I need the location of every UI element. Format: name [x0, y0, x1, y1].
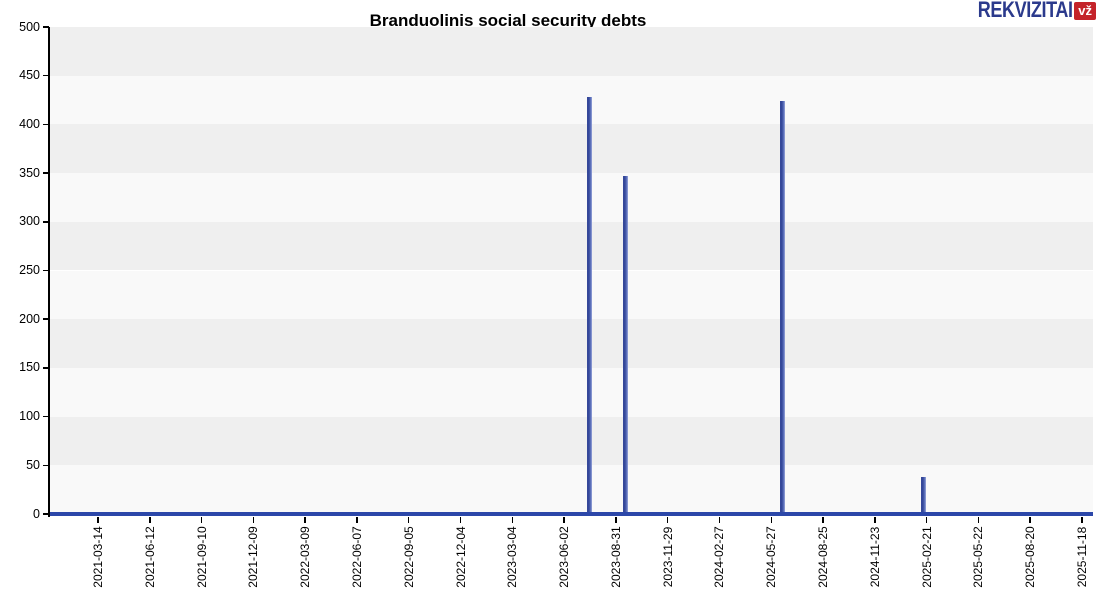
- grid-band: [50, 416, 1093, 466]
- y-tick-mark: [43, 26, 49, 28]
- vz-logo-badge: vž: [1074, 2, 1096, 20]
- debt-spike: [623, 176, 629, 514]
- x-tick-label: 2021-06-12: [142, 526, 157, 588]
- y-tick-mark: [43, 367, 49, 369]
- x-tick-label: 2022-06-07: [349, 526, 364, 588]
- debt-spike: [921, 476, 927, 514]
- x-tick-label: 2021-12-09: [246, 526, 261, 588]
- y-tick-label: 100: [19, 409, 40, 424]
- y-tick-label: 450: [19, 68, 40, 83]
- y-tick-label: 50: [26, 457, 40, 472]
- x-tick-mark: [97, 517, 99, 523]
- y-tick-label: 0: [33, 506, 40, 521]
- y-tick-mark: [43, 172, 49, 174]
- y-tick-mark: [43, 318, 49, 320]
- y-tick-label: 500: [19, 19, 40, 34]
- y-tick-label: 300: [19, 214, 40, 229]
- x-tick-mark: [252, 517, 255, 523]
- y-tick-label: 150: [19, 360, 40, 375]
- x-tick-mark: [407, 517, 410, 523]
- x-tick-mark: [1081, 517, 1083, 523]
- x-tick-label: 2022-03-09: [298, 526, 313, 588]
- x-tick-mark: [925, 517, 928, 523]
- x-tick-mark: [200, 517, 203, 523]
- x-tick-mark: [511, 517, 514, 523]
- x-tick-label: 2023-03-04: [505, 526, 520, 588]
- grid-band: [50, 221, 1093, 271]
- x-tick-mark: [666, 517, 669, 523]
- grid-band: [50, 75, 1093, 125]
- x-tick-mark: [822, 517, 824, 523]
- x-tick-label: 2025-02-21: [919, 526, 934, 588]
- x-tick-label: 2022-09-05: [401, 526, 416, 588]
- grid-band: [50, 367, 1093, 417]
- y-tick-mark: [43, 123, 49, 126]
- grid-band: [50, 173, 1093, 222]
- y-tick-mark: [43, 415, 49, 418]
- x-tick-label: 2024-02-27: [712, 526, 727, 588]
- y-tick-label: 200: [19, 311, 40, 326]
- x-tick-mark: [718, 517, 721, 523]
- x-tick-label: 2024-08-25: [816, 526, 831, 588]
- x-tick-mark: [356, 517, 358, 523]
- y-tick-label: 350: [19, 165, 40, 180]
- x-tick-label: 2021-09-10: [194, 526, 209, 588]
- x-tick-mark: [304, 517, 306, 523]
- y-tick-label: 400: [19, 116, 40, 131]
- debt-spike: [780, 101, 786, 514]
- x-tick-mark: [149, 517, 151, 523]
- x-tick-label: 2025-08-20: [1023, 526, 1038, 588]
- x-tick-label: 2025-05-22: [971, 526, 986, 588]
- y-tick-mark: [43, 513, 49, 515]
- x-tick-mark: [1029, 517, 1031, 523]
- x-tick-label: 2021-03-14: [91, 526, 105, 588]
- y-tick-mark: [43, 221, 49, 223]
- x-tick-mark: [770, 517, 772, 523]
- x-tick-mark: [874, 517, 876, 523]
- grid-band: [50, 27, 1093, 76]
- x-tick-label: 2024-05-27: [764, 526, 779, 588]
- x-tick-mark: [615, 517, 617, 523]
- x-tick-mark: [459, 517, 462, 523]
- x-tick-label: 2024-11-23: [867, 526, 882, 588]
- chart-title: Branduolinis social security debts: [369, 11, 647, 30]
- y-tick-mark: [43, 464, 49, 467]
- x-tick-label: 2023-08-31: [608, 526, 623, 588]
- debt-spike: [586, 97, 592, 514]
- x-tick-label: 2022-12-04: [453, 526, 468, 588]
- grid-band: [50, 319, 1093, 368]
- x-tick-mark: [977, 517, 980, 523]
- grid-band: [50, 465, 1093, 514]
- x-tick-mark: [563, 517, 565, 523]
- x-tick-label: 2023-11-29: [660, 526, 675, 588]
- y-tick-label: 250: [19, 263, 40, 277]
- grid-band: [50, 270, 1093, 320]
- grid-band: [50, 124, 1093, 174]
- x-tick-label: 2023-06-02: [557, 526, 572, 588]
- rekvizitai-logo: REKVIZITAI vž: [957, 0, 1096, 23]
- y-axis-line: [48, 27, 50, 517]
- x-tick-label: 2025-11-18: [1075, 526, 1089, 588]
- rekvizitai-logo-text: REKVIZITAI: [977, 0, 1073, 22]
- series-zero-baseline: [50, 512, 1093, 516]
- y-tick-mark: [43, 269, 49, 272]
- y-tick-mark: [43, 74, 49, 77]
